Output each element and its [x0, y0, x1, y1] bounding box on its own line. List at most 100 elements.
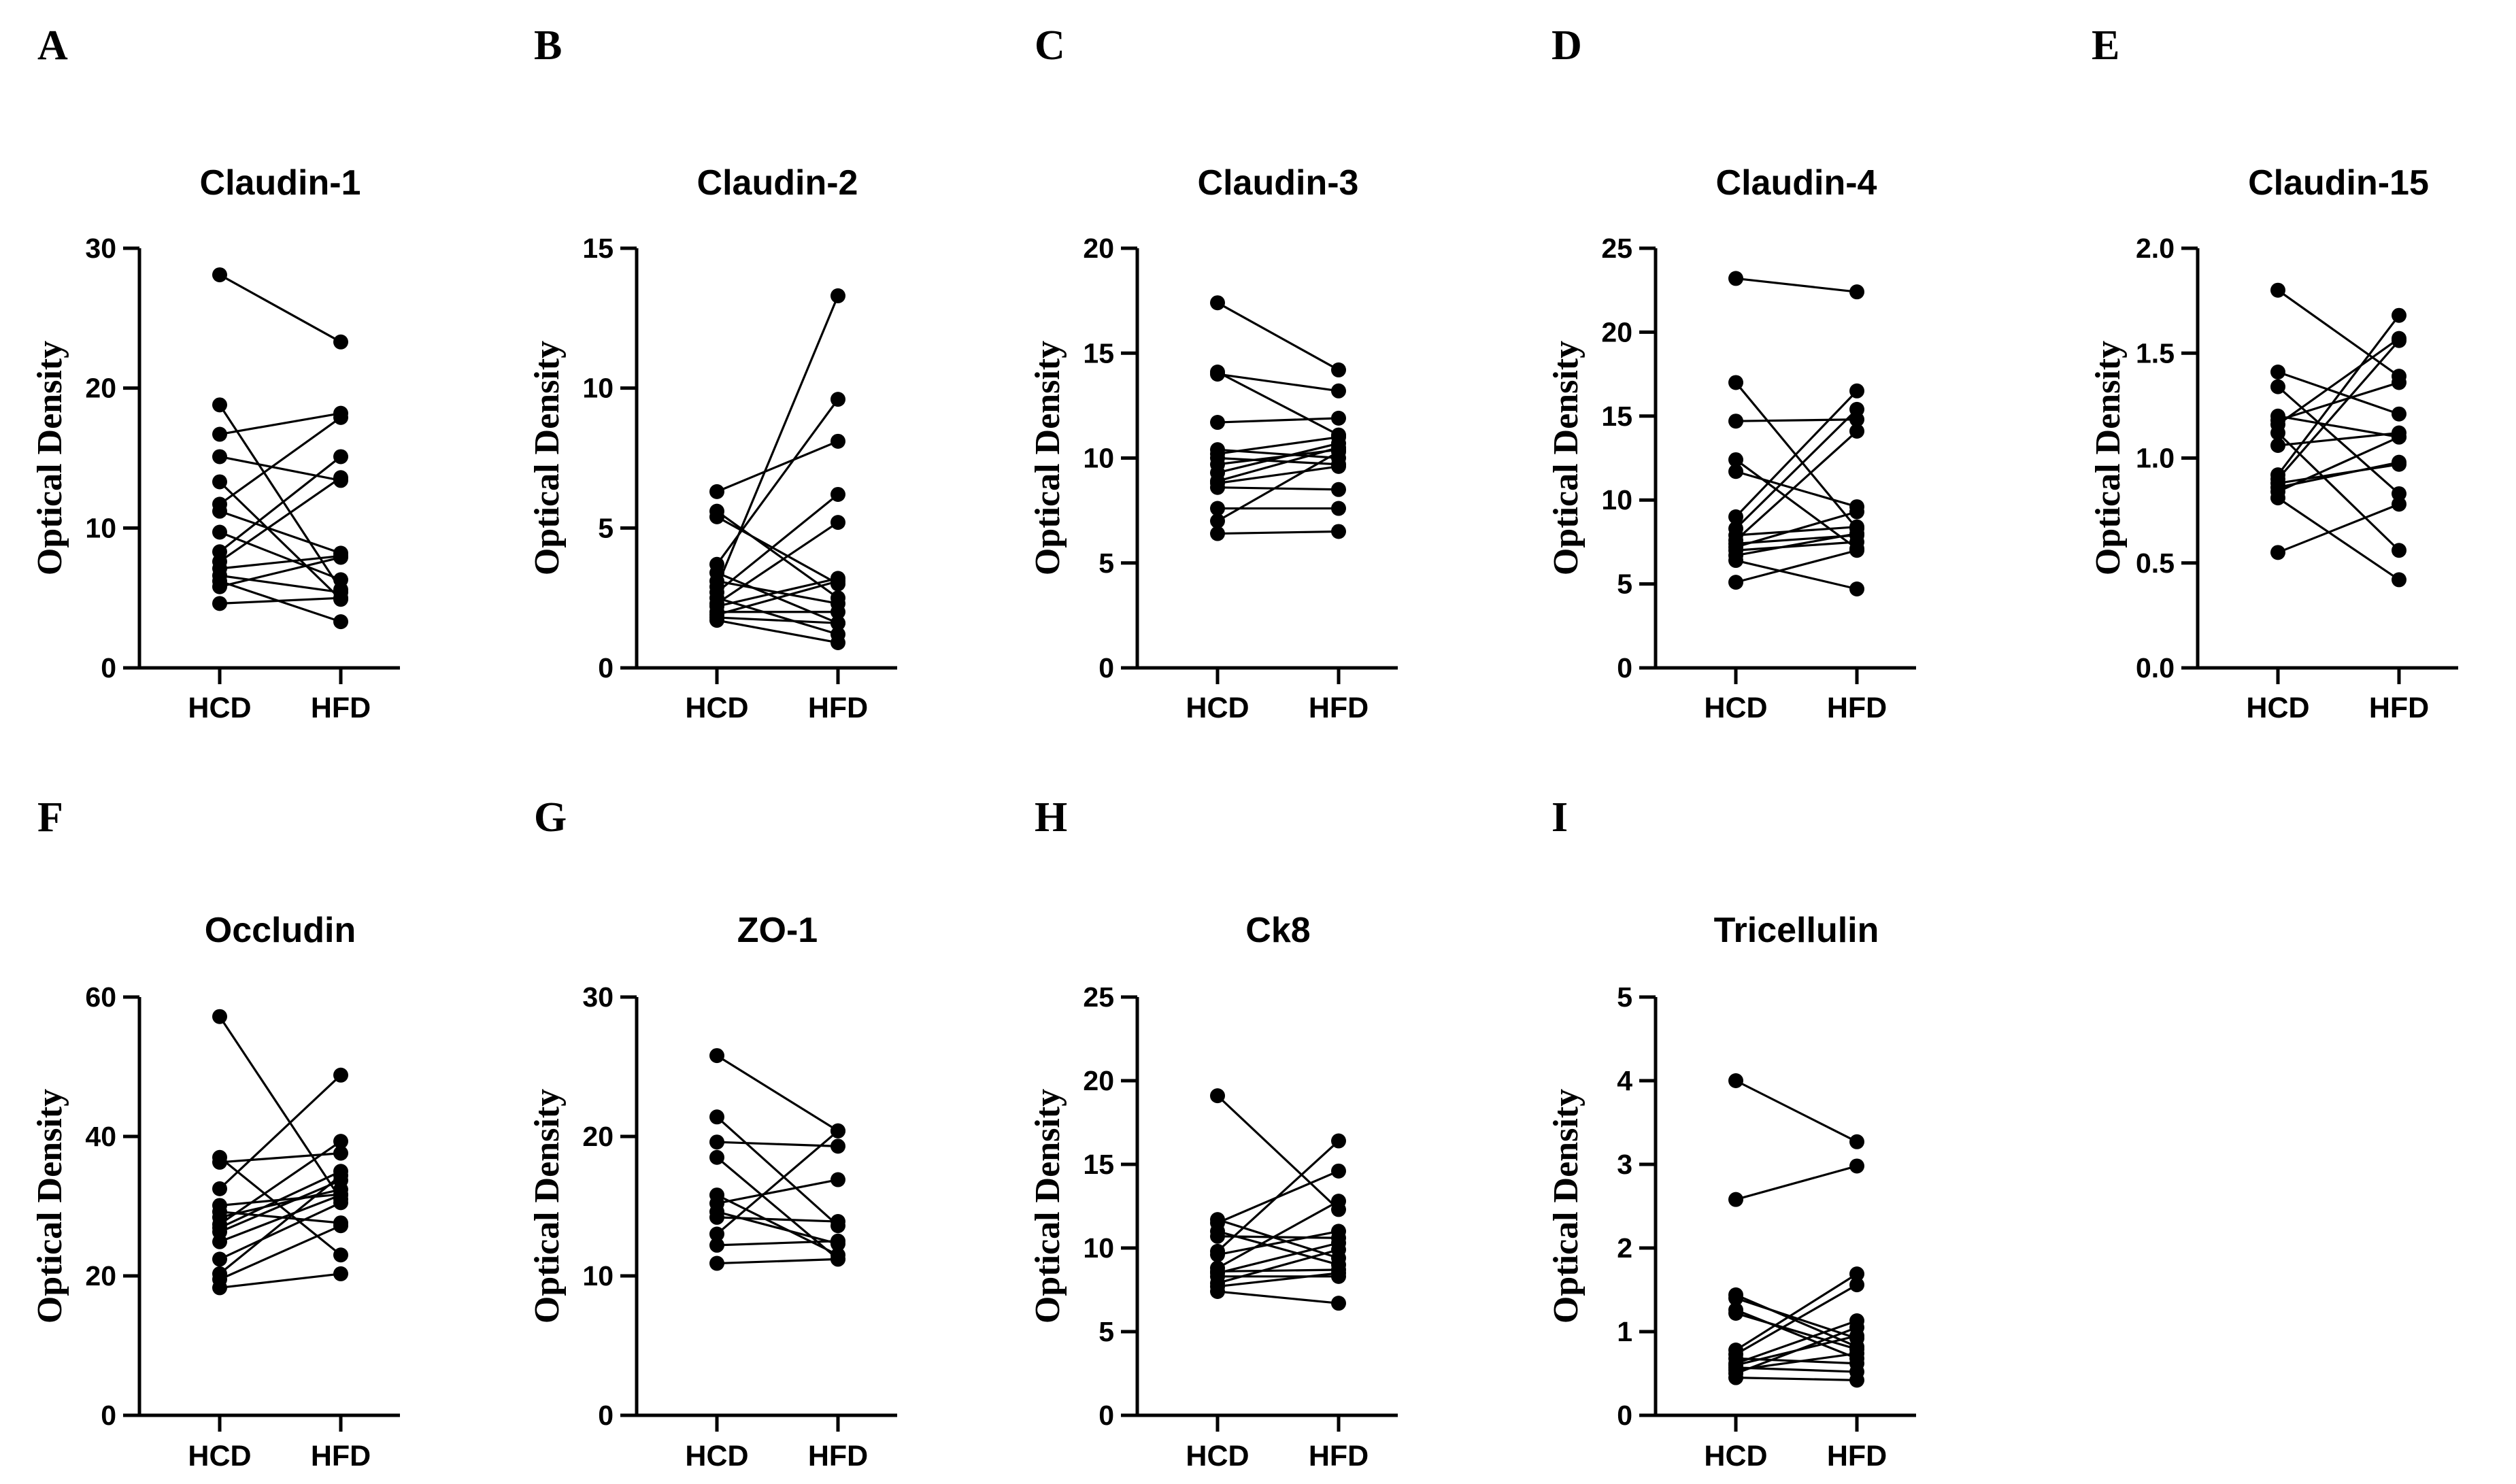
panel-letter: F [37, 794, 63, 841]
paired-line [1216, 1140, 1340, 1253]
y-tick-label: 25 [1601, 233, 1632, 264]
paired-line [716, 1194, 839, 1256]
paired-line [1735, 1312, 1858, 1351]
data-point-hcd [1210, 501, 1225, 516]
paired-line [1735, 1272, 1858, 1351]
data-point-hfd [831, 392, 845, 407]
paired-line [1217, 1218, 1339, 1260]
paired-line [2277, 314, 2400, 476]
data-point-hfd [1331, 383, 1346, 399]
paired-line [716, 596, 839, 636]
data-point-hcd [1728, 452, 1743, 467]
x-category-label-hcd: HCD [1704, 692, 1767, 724]
paired-line [219, 554, 341, 570]
data-point-hcd [2270, 365, 2285, 380]
panel-b: B Claudin-2 0 5 10 15 HCD HFD Optical Density [528, 22, 897, 724]
data-point-hcd [1728, 1305, 1743, 1321]
data-point-hcd [2270, 545, 2285, 560]
y-tick-label: 0 [101, 1400, 116, 1431]
x-category-label-hfd: HFD [1827, 692, 1887, 724]
data-point-hfd [831, 1214, 845, 1230]
panel-g: G ZO-1 0 10 20 30 HCD HFD Optical Density [528, 794, 897, 1472]
data-point-hcd [1728, 1073, 1743, 1088]
data-point-hcd [709, 484, 724, 499]
data-point-hfd [1849, 1158, 1864, 1174]
y-tick-label: 4 [1617, 1065, 1632, 1096]
data-point-hfd [1849, 1134, 1864, 1149]
data-point-hfd [1331, 362, 1346, 377]
data-point-hfd [333, 1168, 348, 1183]
paired-line [219, 1224, 341, 1281]
data-point-hfd [333, 1195, 348, 1211]
x-category-label-hcd: HCD [2246, 692, 2309, 724]
chart-title: Tricellulin [1714, 911, 1879, 950]
paired-line [1735, 526, 1858, 537]
data-point-hfd [1849, 401, 1864, 417]
paired-line [1217, 450, 1339, 522]
data-point-hfd [2392, 486, 2406, 501]
data-point-hcd [212, 426, 227, 442]
paired-line [1735, 1297, 1858, 1340]
paired-line [1217, 301, 1339, 371]
data-point-hfd [831, 1233, 845, 1249]
paired-line [716, 616, 839, 624]
paired-line [2277, 431, 2400, 447]
y-axis-label: Optical Density [31, 1089, 69, 1323]
paired-line [716, 577, 839, 608]
paired-line [1735, 1294, 1858, 1348]
data-point-hfd [1331, 1242, 1346, 1258]
y-tick-label: 5 [598, 512, 614, 543]
paired-line [716, 1054, 839, 1132]
paired-line [218, 1074, 342, 1190]
y-tick-label: 5 [1617, 981, 1632, 1013]
data-point-hcd [1210, 1283, 1225, 1299]
data-point-hfd [333, 1218, 348, 1234]
data-point-hfd [1331, 458, 1346, 474]
paired-line [219, 1188, 341, 1219]
data-point-hfd [831, 604, 845, 620]
x-category-label-hcd: HCD [188, 692, 251, 724]
paired-line [1217, 1242, 1339, 1275]
y-tick-label: 20 [1083, 1065, 1114, 1096]
data-point-hfd [1849, 504, 1864, 520]
paired-line [1735, 458, 1858, 550]
paired-line [1217, 446, 1339, 482]
paired-line [1734, 390, 1858, 518]
x-category-label-hfd: HFD [1309, 692, 1369, 724]
data-point-hcd [212, 579, 227, 594]
paired-line [219, 596, 341, 605]
paired-line [2277, 503, 2400, 554]
panel-c: C Claudin-3 0 5 10 15 20 HCD HFD Optical Density [1028, 22, 1398, 724]
data-point-hcd [212, 397, 227, 413]
data-point-hfd [1849, 543, 1864, 558]
paired-line [2277, 337, 2400, 426]
data-point-hcd [1210, 367, 1225, 382]
data-point-hcd [1210, 513, 1225, 529]
paired-line [1735, 418, 1858, 422]
y-tick-label: 20 [582, 1121, 614, 1152]
y-tick-label: 30 [582, 981, 614, 1013]
chart-title: Occludin [205, 911, 356, 950]
data-point-hfd [831, 288, 845, 303]
paired-line [219, 416, 341, 505]
y-tick-label: 25 [1083, 981, 1114, 1013]
paired-line [716, 1258, 839, 1265]
x-category-label-hcd: HCD [685, 692, 748, 724]
y-tick-label: 0 [1098, 652, 1114, 684]
data-point-hcd [212, 1251, 227, 1267]
data-point-hfd [1849, 1319, 1864, 1335]
paired-line [716, 399, 839, 565]
y-tick-label: 15 [1083, 337, 1114, 369]
data-point-hfd [333, 550, 348, 565]
chart-title: Ck8 [1245, 911, 1310, 950]
x-category-label-hfd: HFD [311, 1440, 371, 1472]
paired-line [716, 516, 839, 585]
data-point-hfd [2392, 572, 2406, 588]
y-tick-label: 60 [85, 981, 116, 1013]
y-tick-label: 10 [1083, 443, 1114, 474]
paired-line [1735, 532, 1858, 557]
y-tick-label: 0 [1617, 652, 1632, 684]
paired-line [2277, 381, 2400, 422]
data-point-hfd [831, 1139, 845, 1154]
